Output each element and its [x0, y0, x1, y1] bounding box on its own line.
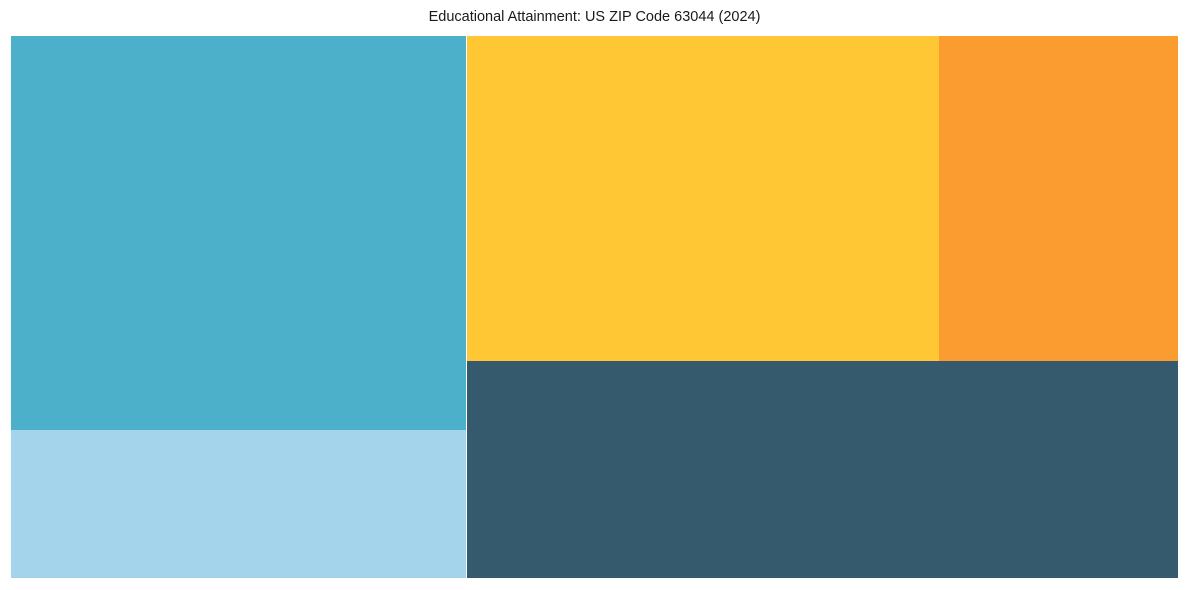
tile-teal[interactable]: Some college or associate degree [11, 36, 466, 430]
treemap-plot-area: Some college or associate degreeHigh sch… [11, 36, 1178, 578]
tile-yellow[interactable]: Bachelor's degree [467, 36, 939, 361]
tile-dark-blue[interactable]: Less than high school [467, 361, 1178, 578]
tile-light-blue[interactable]: High school graduate [11, 430, 466, 578]
chart-title: Educational Attainment: US ZIP Code 6304… [428, 9, 761, 25]
tile-orange[interactable]: Graduate or professional degree [939, 36, 1178, 361]
